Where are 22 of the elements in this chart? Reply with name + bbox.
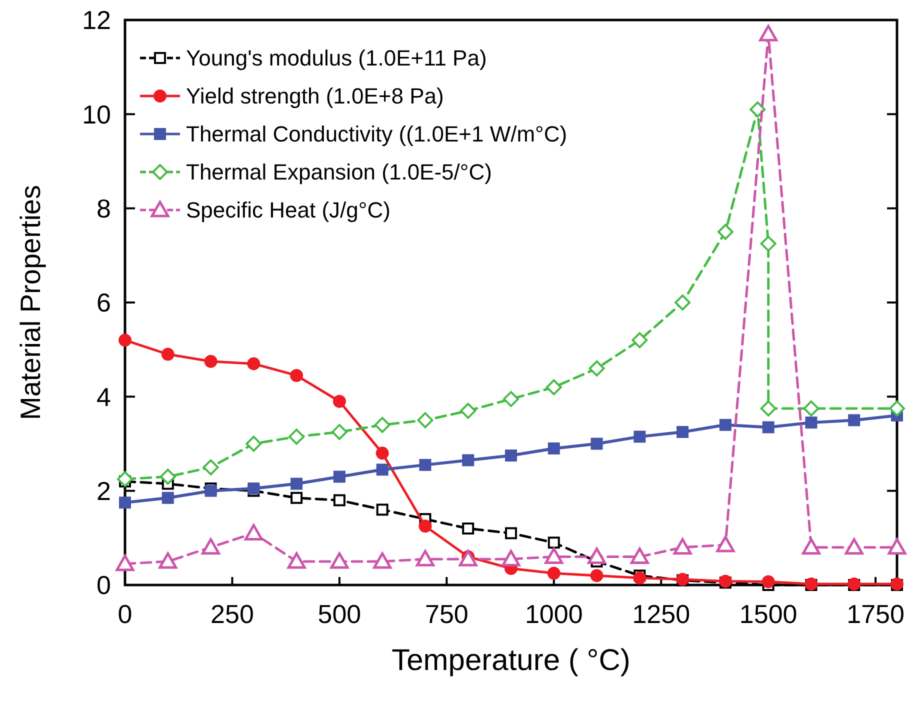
y-tick-label: 2	[96, 476, 111, 506]
legend-label: Yield strength (1.0E+8 Pa)	[186, 84, 444, 109]
legend-label: Specific Heat (J/g°C)	[186, 198, 390, 223]
y-tick-label: 8	[96, 193, 111, 224]
x-tick-label: 1500	[739, 599, 798, 629]
x-tick-label: 1750	[846, 599, 904, 629]
y-tick-label: 0	[96, 570, 111, 600]
legend-label: Thermal Expansion (1.0E-5/°C)	[186, 160, 492, 185]
x-tick-label: 0	[118, 599, 132, 629]
x-tick-label: 250	[210, 599, 254, 629]
x-tick-label: 750	[424, 599, 468, 629]
y-tick-label: 6	[96, 288, 111, 318]
x-axis-title: Temperature ( °C)	[392, 644, 630, 677]
y-tick-label: 12	[82, 5, 111, 36]
legend-label: Thermal Conductivity ((1.0E+1 W/m°C)	[186, 122, 568, 147]
x-tick-label: 500	[318, 599, 362, 629]
x-tick-label: 1000	[524, 599, 583, 629]
y-tick-label: 10	[82, 99, 111, 130]
y-tick-label: 4	[96, 382, 111, 412]
y-axis-title: Material Properties	[15, 185, 46, 420]
x-tick-label: 1250	[632, 599, 690, 629]
legend-label: Young's modulus (1.0E+11 Pa)	[186, 46, 487, 71]
